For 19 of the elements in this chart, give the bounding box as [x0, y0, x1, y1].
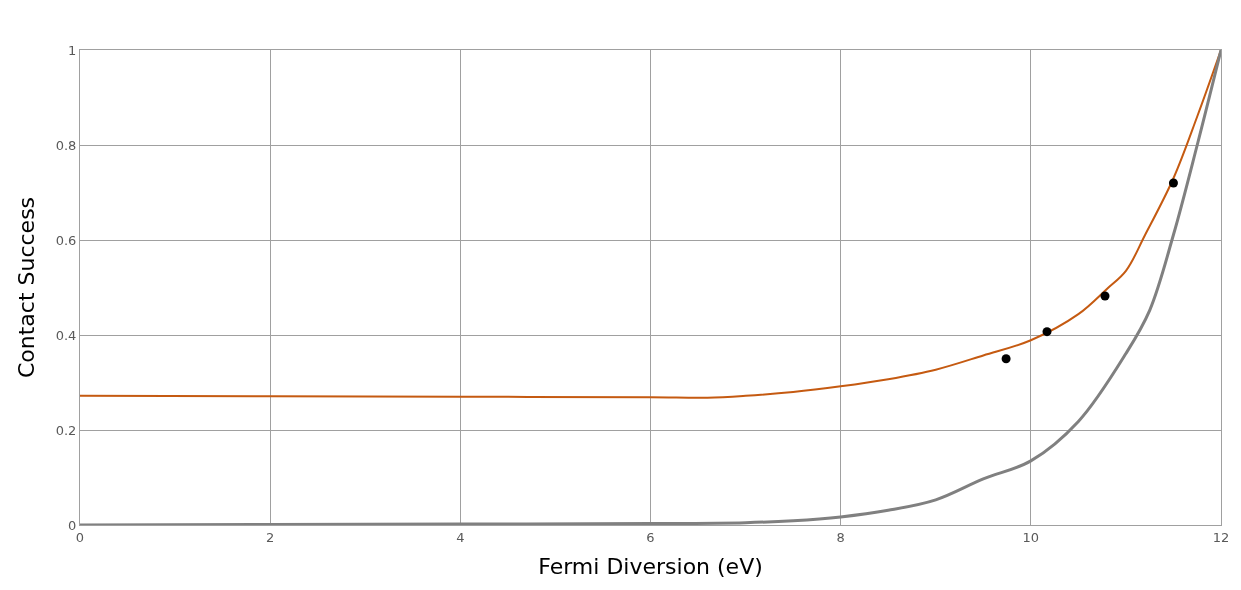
point [1042, 327, 1052, 337]
x-tick-label: 12 [1212, 529, 1230, 545]
y-tick-label: 0.2 [55, 422, 77, 438]
point [1168, 178, 1178, 188]
x-tick-label: 2 [266, 529, 275, 545]
x-tick-label: 6 [646, 529, 655, 545]
y-tick-label: 0.8 [55, 137, 77, 153]
y-tick-label: 1 [68, 42, 77, 58]
point [1100, 291, 1110, 301]
x-tick-label: 4 [456, 529, 465, 545]
y-axis-title: Contact Success [13, 196, 39, 379]
y-tick-label: 0 [68, 517, 77, 533]
line-series [80, 50, 1221, 525]
y-tick-label: 0.4 [55, 327, 77, 343]
x-axis-title: Fermi Diversion (eV) [538, 554, 763, 580]
y-tick-label: 0.6 [55, 232, 77, 248]
point [1001, 354, 1011, 364]
x-tick-label: 10 [1022, 529, 1040, 545]
x-tick-label: 8 [836, 529, 845, 545]
